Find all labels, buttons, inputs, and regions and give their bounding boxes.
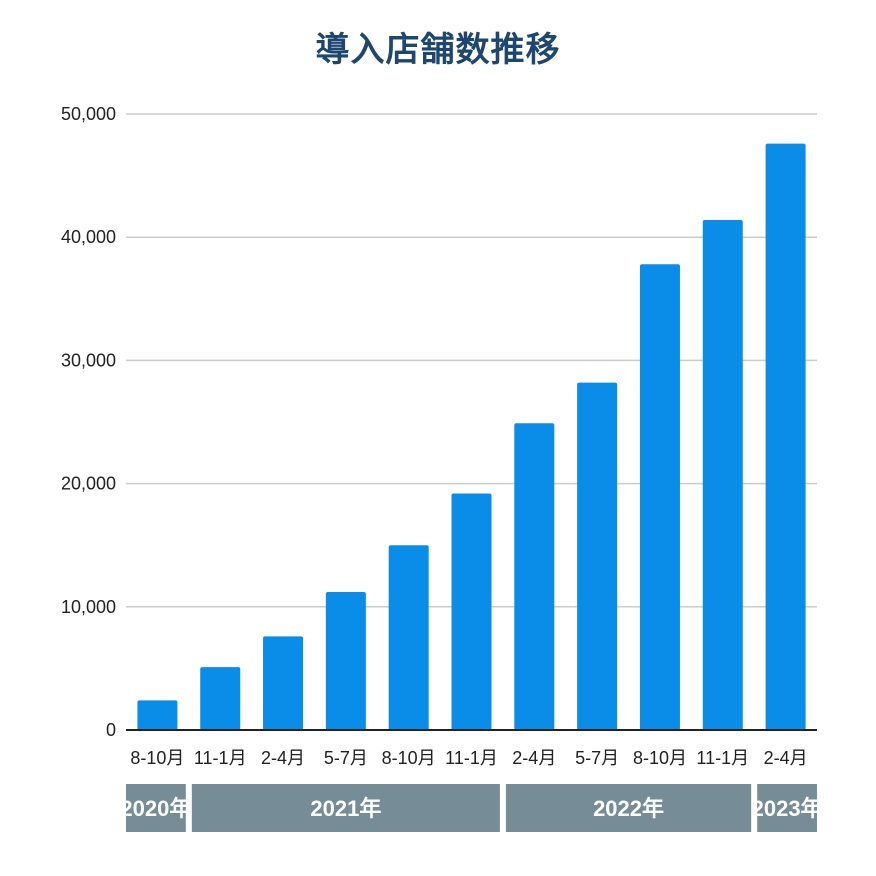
bar (514, 423, 555, 730)
y-tick-label: 20,000 (61, 474, 116, 494)
bar (577, 382, 618, 730)
bar (388, 545, 429, 730)
bar (639, 264, 680, 730)
x-tick-label: 2-4月 (512, 748, 556, 768)
x-tick-labels: 8-10月 11-1月 2-4月 5-7月 8-10月 11-1月 2-4月 5-7月 8-10… (130, 748, 807, 768)
year-band-label: 2023年 (752, 796, 823, 821)
year-band (757, 784, 817, 832)
y-tick-label: 40,000 (61, 227, 116, 247)
year-band (191, 784, 500, 832)
bar (137, 700, 178, 730)
bar (451, 493, 492, 730)
bar (325, 592, 366, 730)
x-tick-label: 8-10月 (633, 748, 687, 768)
y-tick-labels: 0 10,000 20,000 30,000 40,000 50,000 (61, 104, 116, 740)
year-band-label: 2020年 (120, 796, 191, 821)
year-bands: 2020年 2021年 2022年 2023年 (120, 784, 823, 832)
x-tick-label: 11-1月 (194, 748, 247, 768)
x-tick-label: 8-10月 (130, 748, 184, 768)
year-band-label: 2022年 (593, 796, 664, 821)
x-tick-label: 5-7月 (324, 748, 368, 768)
bar (263, 636, 304, 730)
y-tick-label: 0 (106, 720, 116, 740)
x-tick-label: 11-1月 (696, 748, 749, 768)
bar (702, 219, 743, 730)
x-tick-label: 2-4月 (764, 748, 808, 768)
y-tick-label: 30,000 (61, 350, 116, 370)
year-band-label: 2021年 (310, 796, 381, 821)
x-tick-label: 8-10月 (382, 748, 436, 768)
x-tick-label: 11-1月 (445, 748, 498, 768)
y-tick-label: 10,000 (61, 597, 116, 617)
bars (137, 143, 806, 730)
year-band (505, 784, 752, 832)
gridlines (126, 113, 817, 608)
bar (765, 143, 806, 730)
bar (200, 667, 241, 730)
chart-title: 導入店舗数推移 (315, 31, 561, 69)
x-tick-label: 2-4月 (261, 748, 305, 768)
y-tick-label: 50,000 (61, 104, 116, 124)
x-tick-label: 5-7月 (575, 748, 619, 768)
year-band (126, 784, 186, 832)
